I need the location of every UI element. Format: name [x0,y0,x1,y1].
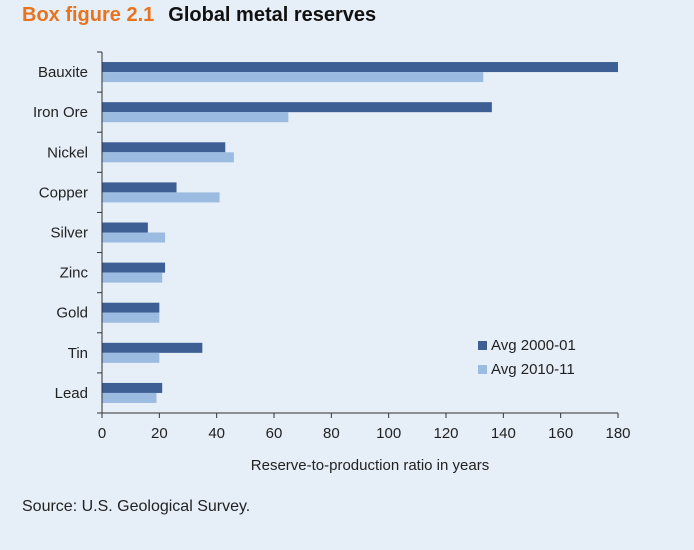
bar-bauxite-series-1 [102,62,618,73]
x-axis-label: Reserve-to-production ratio in years [251,457,489,474]
category-label: Iron Ore [33,104,88,121]
bar-chart: Bauxite Iron Ore Nickel Copper Silver Zinc Gol… [33,51,631,474]
legend-label-series-1: Avg 2000-01 [491,337,576,354]
category-label: Nickel [47,144,88,161]
bar-gold-series-2 [102,312,160,323]
bar-iron-ore-series-1 [102,102,492,113]
x-tick-label: 20 [151,425,168,442]
x-tick-label: 120 [433,425,458,442]
x-tick-label: 40 [208,425,225,442]
category-label: Gold [56,305,88,322]
figure-title: Global metal reserves [168,4,377,26]
figure-label: Box figure 2.1 [22,4,155,26]
category-label: Lead [55,385,88,402]
x-tick-label: 100 [376,425,401,442]
category-label: Copper [39,184,88,201]
x-tick-label: 80 [323,425,340,442]
bar-tin-series-1 [102,342,203,353]
bar-lead-series-2 [102,392,157,403]
bar-nickel-series-2 [102,152,234,163]
bar-silver-series-2 [102,232,166,243]
category-label: Zinc [60,265,89,282]
bar-iron-ore-series-2 [102,112,289,123]
legend-swatch-series-2 [478,365,487,374]
category-label: Silver [50,225,88,242]
bar-bauxite-series-2 [102,72,484,83]
x-tick-label: 160 [548,425,573,442]
bar-gold-series-1 [102,302,160,313]
x-tick-label: 180 [605,425,630,442]
bar-copper-series-2 [102,192,220,203]
legend-swatch-series-1 [478,341,487,350]
x-tick-label: 60 [266,425,283,442]
x-tick-label: 0 [98,425,106,442]
figure-header: Box figure 2.1 Global metal reserves [22,4,376,27]
bar-zinc-series-2 [102,272,163,283]
bar-nickel-series-1 [102,142,226,153]
bar-zinc-series-1 [102,262,166,273]
source-note: Source: U.S. Geological Survey. [22,498,251,515]
x-tick-label: 140 [491,425,516,442]
bar-silver-series-1 [102,222,148,233]
category-label: Tin [68,345,88,362]
bar-lead-series-1 [102,382,163,393]
category-label: Bauxite [38,64,88,81]
legend-label-series-2: Avg 2010-11 [491,361,575,378]
bar-copper-series-1 [102,182,177,193]
bar-tin-series-2 [102,352,160,363]
